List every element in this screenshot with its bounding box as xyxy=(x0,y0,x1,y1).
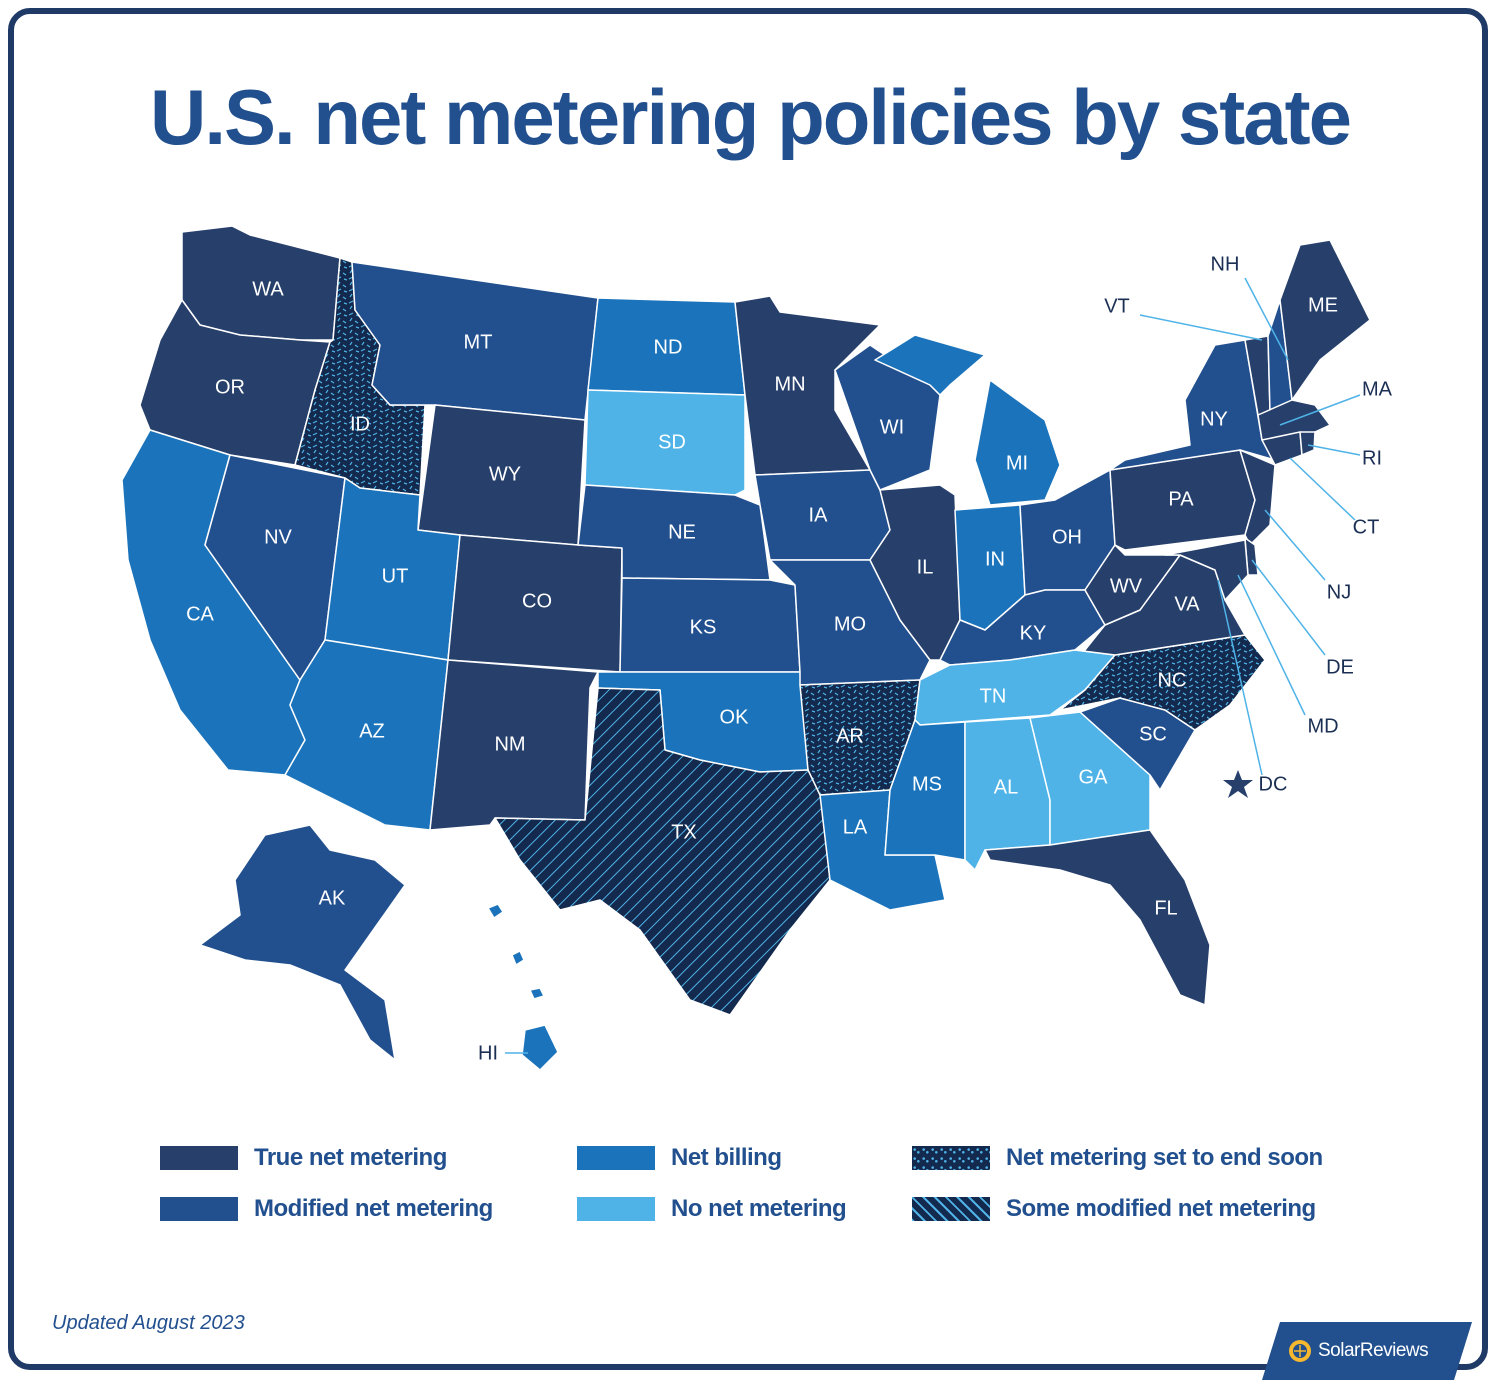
label-tn: TN xyxy=(980,685,1007,707)
dc-star-icon xyxy=(1223,770,1253,798)
state-il xyxy=(869,484,961,661)
leader-lines xyxy=(505,277,1361,1054)
state-sd xyxy=(584,389,746,496)
label-oh: OH xyxy=(1052,526,1082,548)
label-nh: NH xyxy=(1211,253,1240,275)
label-nd: ND xyxy=(654,336,683,358)
sun-logo-icon xyxy=(1289,1340,1311,1362)
legend-label-some-modified: Some modified net metering xyxy=(1006,1195,1316,1222)
legend-swatch-modified xyxy=(160,1197,238,1221)
label-nc: NC xyxy=(1158,669,1187,691)
legend: True net metering Net billing Net meteri… xyxy=(0,1140,1500,1250)
legend-item-some-modified: Some modified net metering xyxy=(912,1195,1316,1223)
legend-label-true: True net metering xyxy=(254,1144,447,1171)
state-md xyxy=(1164,539,1249,601)
legend-item-none: No net metering xyxy=(577,1195,847,1223)
label-ms: MS xyxy=(912,773,942,795)
label-la: LA xyxy=(843,816,868,838)
label-nv: NV xyxy=(264,526,292,548)
state-hi xyxy=(487,903,559,1071)
states xyxy=(121,225,1371,1071)
label-ok: OK xyxy=(720,706,750,728)
legend-swatch-ending xyxy=(912,1146,990,1170)
label-sd: SD xyxy=(658,431,686,453)
label-tx: TX xyxy=(671,821,697,843)
label-ri: RI xyxy=(1362,447,1382,469)
state-me xyxy=(1279,239,1371,401)
label-pa: PA xyxy=(1168,488,1194,510)
legend-swatch-none xyxy=(577,1197,655,1221)
label-mt: MT xyxy=(464,331,493,353)
label-ky: KY xyxy=(1020,622,1047,644)
label-ia: IA xyxy=(809,504,829,526)
state-nc xyxy=(1059,634,1266,731)
legend-swatch-true xyxy=(160,1146,238,1170)
label-il: IL xyxy=(917,556,934,578)
label-wv: WV xyxy=(1110,575,1143,597)
label-va: VA xyxy=(1174,593,1200,615)
label-ne: NE xyxy=(668,521,696,543)
state-mn xyxy=(734,295,881,476)
label-ct: CT xyxy=(1353,516,1380,538)
legend-item-modified: Modified net metering xyxy=(160,1195,493,1223)
label-az: AZ xyxy=(359,720,385,742)
updated-note: Updated August 2023 xyxy=(52,1312,245,1334)
legend-label-modified: Modified net metering xyxy=(254,1195,493,1222)
legend-label-billing: Net billing xyxy=(671,1144,782,1171)
label-sc: SC xyxy=(1139,723,1167,745)
label-de: DE xyxy=(1326,656,1354,678)
label-al: AL xyxy=(994,776,1018,798)
label-or: OR xyxy=(215,376,245,398)
label-ny: NY xyxy=(1200,408,1228,430)
label-ak: AK xyxy=(319,887,346,909)
label-wy: WY xyxy=(489,463,521,485)
label-md: MD xyxy=(1307,715,1338,737)
brand-badge xyxy=(1262,1322,1472,1380)
label-ga: GA xyxy=(1079,766,1109,788)
state-mi xyxy=(874,334,1061,506)
legend-swatch-billing xyxy=(577,1146,655,1170)
legend-item-ending: Net metering set to end soon xyxy=(912,1144,1323,1172)
label-dc: DC xyxy=(1259,773,1288,795)
label-wa: WA xyxy=(252,278,284,300)
label-wi: WI xyxy=(880,416,904,438)
legend-item-billing: Net billing xyxy=(577,1144,782,1172)
label-nj: NJ xyxy=(1327,581,1351,603)
label-mo: MO xyxy=(834,613,866,635)
label-ar: AR xyxy=(836,725,864,747)
state-wi xyxy=(834,344,941,491)
label-co: CO xyxy=(522,590,552,612)
label-ca: CA xyxy=(186,603,214,625)
legend-item-true: True net metering xyxy=(160,1144,447,1172)
state-ak xyxy=(199,824,406,1061)
label-id: ID xyxy=(350,413,370,435)
label-in: IN xyxy=(985,548,1005,570)
state-labels: WA OR CA NV ID MT WY UT AZ CO NM ND SD N… xyxy=(186,253,1393,1064)
state-tn xyxy=(914,649,1116,726)
legend-label-ending: Net metering set to end soon xyxy=(1006,1144,1323,1171)
label-vt: VT xyxy=(1104,295,1130,317)
label-ma: MA xyxy=(1362,378,1393,400)
state-fl xyxy=(984,829,1211,1006)
map-title: U.S. net metering policies by state xyxy=(149,73,1352,161)
label-hi: HI xyxy=(478,1042,498,1064)
label-ks: KS xyxy=(690,616,717,638)
legend-label-none: No net metering xyxy=(671,1195,847,1222)
label-me: ME xyxy=(1308,294,1338,316)
legend-swatch-some-modified xyxy=(912,1197,990,1221)
brand-name: SolarReviews xyxy=(1318,1340,1429,1361)
label-ut: UT xyxy=(382,565,409,587)
label-mi: MI xyxy=(1006,452,1028,474)
label-nm: NM xyxy=(494,733,525,755)
state-tx xyxy=(494,687,831,1016)
label-fl: FL xyxy=(1154,897,1177,919)
state-ri xyxy=(1299,431,1316,456)
label-mn: MN xyxy=(774,373,805,395)
